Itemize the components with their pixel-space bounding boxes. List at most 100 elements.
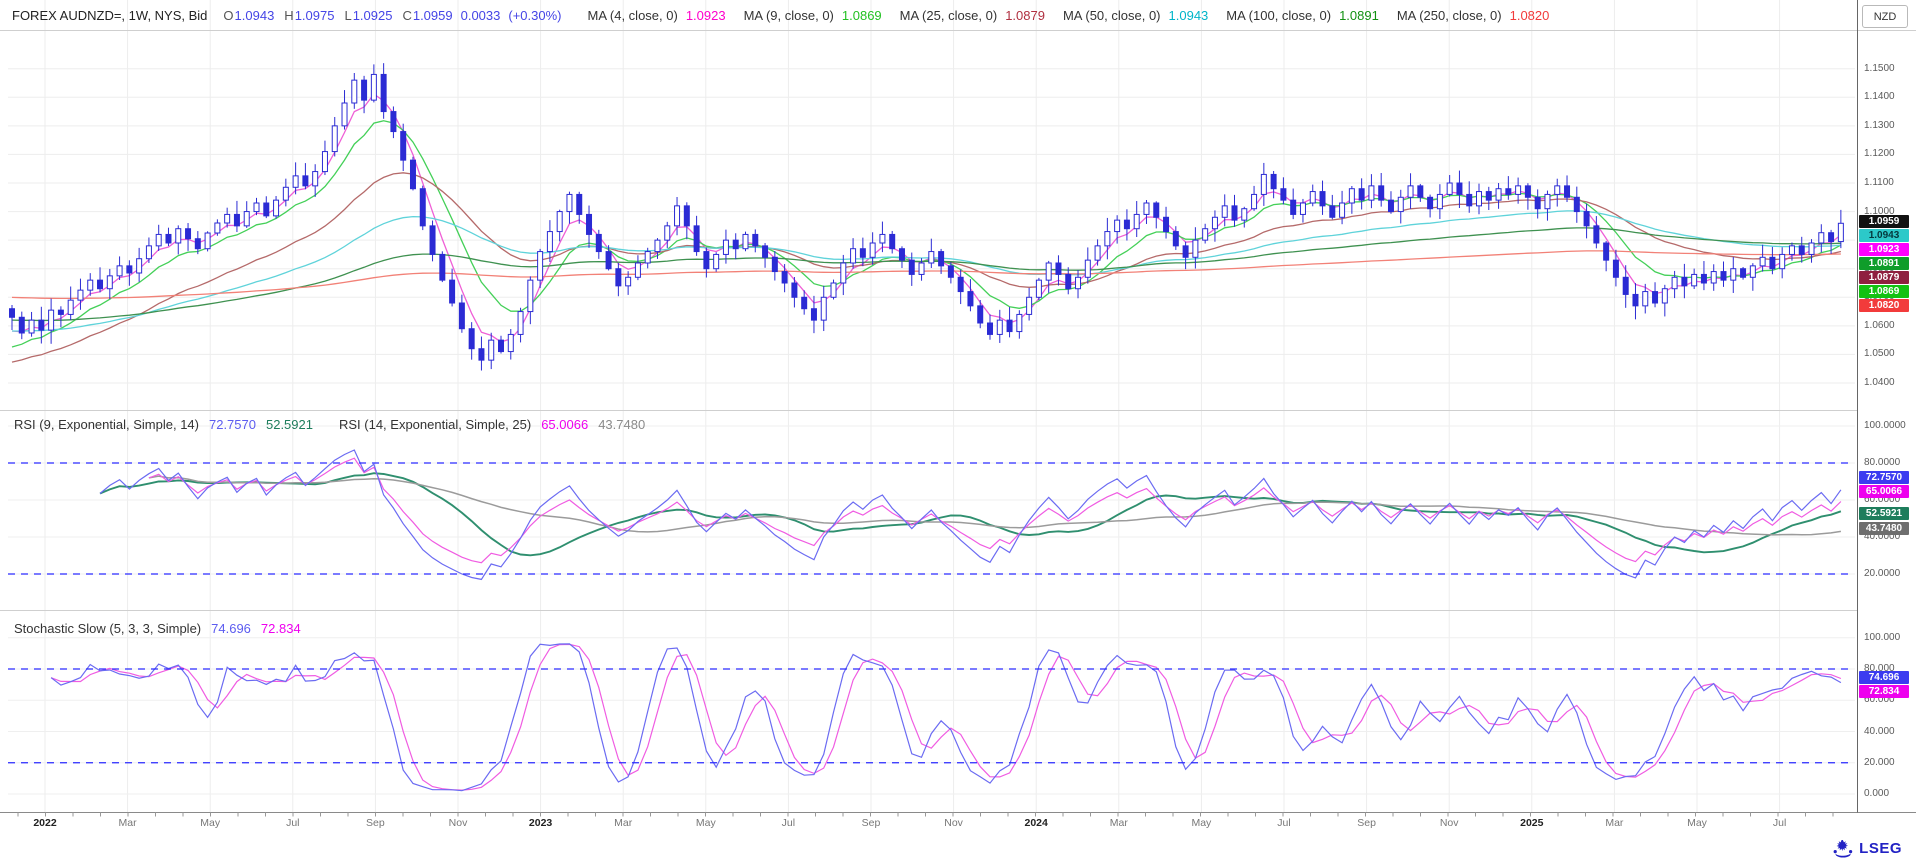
time-axis-label[interactable]: Jul bbox=[1277, 817, 1291, 829]
time-axis-label[interactable]: May bbox=[1687, 817, 1707, 829]
time-axis-label[interactable]: Mar bbox=[1109, 817, 1128, 829]
ohlc-prefix: O bbox=[223, 7, 234, 23]
ma-value: 1.0943 bbox=[1168, 7, 1209, 23]
ma-legend-item[interactable]: MA (250, close, 0) 1.0820 bbox=[1397, 8, 1550, 23]
time-axis-label[interactable]: Mar bbox=[1605, 817, 1624, 829]
price-axis-tick: 1.0400 bbox=[1864, 377, 1895, 388]
rsi-axis-tick: 40.0000 bbox=[1864, 531, 1901, 542]
ma-label: MA (4, close, 0) bbox=[587, 7, 678, 23]
ma-legend-item[interactable]: MA (100, close, 0) 1.0891 bbox=[1226, 8, 1379, 23]
currency-axis-button[interactable]: NZD bbox=[1862, 5, 1908, 28]
rsi-legend-text: RSI (14, Exponential, Simple, 25) bbox=[338, 417, 532, 432]
ma-label: MA (25, close, 0) bbox=[899, 7, 998, 23]
time-axis-label[interactable]: Sep bbox=[1357, 817, 1376, 829]
ma-value: 1.0891 bbox=[1339, 7, 1379, 23]
ma-legend-item[interactable]: MA (50, close, 0) 1.0943 bbox=[1063, 8, 1208, 23]
rsi-panel-legend[interactable]: RSI (9, Exponential, Simple, 14) 72.7570 5… bbox=[14, 417, 645, 432]
stoch-legend-text: Stochastic Slow (5, 3, 3, Simple) bbox=[14, 621, 202, 636]
ma-value: 1.0923 bbox=[685, 7, 726, 23]
lseg-logo-text: LSEG bbox=[1859, 839, 1902, 857]
time-axis-label[interactable]: Jul bbox=[781, 817, 796, 829]
price-axis-tick: 1.1100 bbox=[1864, 177, 1894, 188]
time-axis-label[interactable]: Jul bbox=[1772, 817, 1787, 829]
ma-legend-item[interactable]: MA (25, close, 0) 1.0879 bbox=[900, 8, 1045, 23]
ma-legend-item[interactable]: MA (9, close, 0) 1.0869 bbox=[744, 8, 882, 23]
time-axis-label[interactable]: May bbox=[1191, 817, 1212, 829]
currency-label: NZD bbox=[1873, 10, 1897, 23]
lseg-logo: LSEG bbox=[1832, 838, 1902, 858]
ma-value: 1.0820 bbox=[1509, 7, 1550, 23]
ohlc-value: 0.0033 bbox=[460, 7, 501, 23]
rsi-value-badge: 43.7480 bbox=[1859, 522, 1909, 535]
rsi-value-badge: 52.5921 bbox=[1859, 507, 1909, 520]
rsi-legend-text: RSI (9, Exponential, Simple, 14) bbox=[14, 417, 199, 432]
time-axis-label[interactable]: Mar bbox=[118, 817, 137, 829]
price-axis-tick: 1.1000 bbox=[1864, 205, 1895, 217]
rsi-axis-tick: 100.0000 bbox=[1864, 420, 1906, 431]
price-value-badge: 1.0959 bbox=[1859, 215, 1909, 228]
price-value-badge: 1.0891 bbox=[1859, 257, 1909, 270]
ohlc-prefix: H bbox=[284, 7, 294, 23]
ohlc-prefix: C bbox=[402, 7, 412, 23]
time-axis-label[interactable]: Nov bbox=[448, 817, 468, 829]
time-axis-label[interactable]: Mar bbox=[614, 817, 633, 829]
rsi-legend-text: 52.5921 bbox=[265, 417, 313, 432]
stoch-axis-tick: 40.000 bbox=[1864, 725, 1895, 737]
stoch-value-badge: 74.696 bbox=[1859, 671, 1909, 684]
time-axis-label[interactable]: Nov bbox=[1439, 817, 1459, 829]
ma-legend-item[interactable]: MA (4, close, 0) 1.0923 bbox=[588, 8, 726, 23]
ohlc-value: 1.0943 bbox=[234, 7, 275, 23]
ohlc-value: 1.0925 bbox=[352, 7, 393, 23]
price-axis-tick: 1.0600 bbox=[1864, 319, 1895, 331]
price-axis-tick: 1.1500 bbox=[1864, 62, 1895, 74]
ohlc-value: 1.0975 bbox=[294, 7, 335, 23]
stoch-axis-tick: 20.000 bbox=[1864, 756, 1895, 768]
time-axis-label[interactable]: 2024 bbox=[1024, 817, 1048, 829]
symbol-title: FOREX AUDNZD=, 1W, NYS, Bid bbox=[12, 7, 208, 23]
stoch-axis-tick: 100.000 bbox=[1864, 631, 1901, 643]
time-axis-label[interactable]: 2023 bbox=[528, 817, 553, 829]
rsi-legend-text: 65.0066 bbox=[541, 417, 589, 432]
price-value-badge: 1.0820 bbox=[1859, 299, 1909, 312]
rsi-value-badge: 65.0066 bbox=[1859, 485, 1909, 498]
stoch-axis-tick: 60.000 bbox=[1864, 694, 1895, 706]
time-axis-label[interactable]: May bbox=[200, 817, 221, 829]
price-axis-tick: 1.1300 bbox=[1864, 119, 1895, 131]
ohlc-value: (+0.30%) bbox=[508, 7, 562, 23]
chart-legend-row[interactable]: FOREX AUDNZD=, 1W, NYS, Bid O 1.0943 H 1.09… bbox=[12, 0, 1549, 30]
time-axis-label[interactable]: 2022 bbox=[33, 817, 57, 829]
time-axis-label[interactable]: Jul bbox=[286, 817, 300, 829]
price-value-badge: 1.0879 bbox=[1859, 271, 1909, 284]
price-value-badge: 1.0869 bbox=[1859, 285, 1909, 298]
time-axis-label[interactable]: Sep bbox=[366, 817, 385, 829]
ohlc-prefix: L bbox=[344, 7, 352, 23]
rsi-axis-tick: 60.0000 bbox=[1864, 494, 1901, 505]
stoch-panel-legend[interactable]: Stochastic Slow (5, 3, 3, Simple) 74.696 7… bbox=[14, 621, 301, 636]
time-axis-label[interactable]: 2025 bbox=[1520, 817, 1544, 829]
stoch-axis-tick: 80.000 bbox=[1864, 663, 1895, 674]
rsi-axis-tick: 80.0000 bbox=[1864, 457, 1901, 468]
rsi-value-badge: 72.7570 bbox=[1859, 471, 1909, 484]
rsi-axis-tick: 20.0000 bbox=[1864, 568, 1901, 579]
ma-label: MA (100, close, 0) bbox=[1226, 7, 1332, 23]
time-axis-label[interactable]: Nov bbox=[944, 817, 963, 829]
lseg-crest-icon bbox=[1833, 840, 1853, 858]
price-axis-tick: 1.0500 bbox=[1864, 348, 1895, 360]
ma-value: 1.0869 bbox=[841, 7, 882, 23]
ma-label: MA (250, close, 0) bbox=[1396, 7, 1502, 23]
ma-value: 1.0879 bbox=[1005, 7, 1045, 23]
price-value-badge: 1.0923 bbox=[1859, 243, 1909, 256]
ma-label: MA (50, close, 0) bbox=[1062, 7, 1161, 23]
time-axis-label[interactable]: Sep bbox=[861, 817, 881, 829]
price-value-badge: 1.0943 bbox=[1859, 229, 1909, 242]
stoch-legend-text: 72.834 bbox=[260, 621, 301, 636]
time-axis-label[interactable]: May bbox=[695, 817, 716, 829]
ma-label: MA (9, close, 0) bbox=[743, 7, 834, 23]
ohlc-value: 1.0959 bbox=[412, 7, 453, 23]
stoch-axis-tick: 0.000 bbox=[1864, 788, 1890, 799]
price-axis-tick: 1.1400 bbox=[1864, 91, 1895, 103]
rsi-legend-text: 72.7570 bbox=[208, 417, 256, 432]
price-axis-tick: 1.1200 bbox=[1864, 148, 1895, 160]
